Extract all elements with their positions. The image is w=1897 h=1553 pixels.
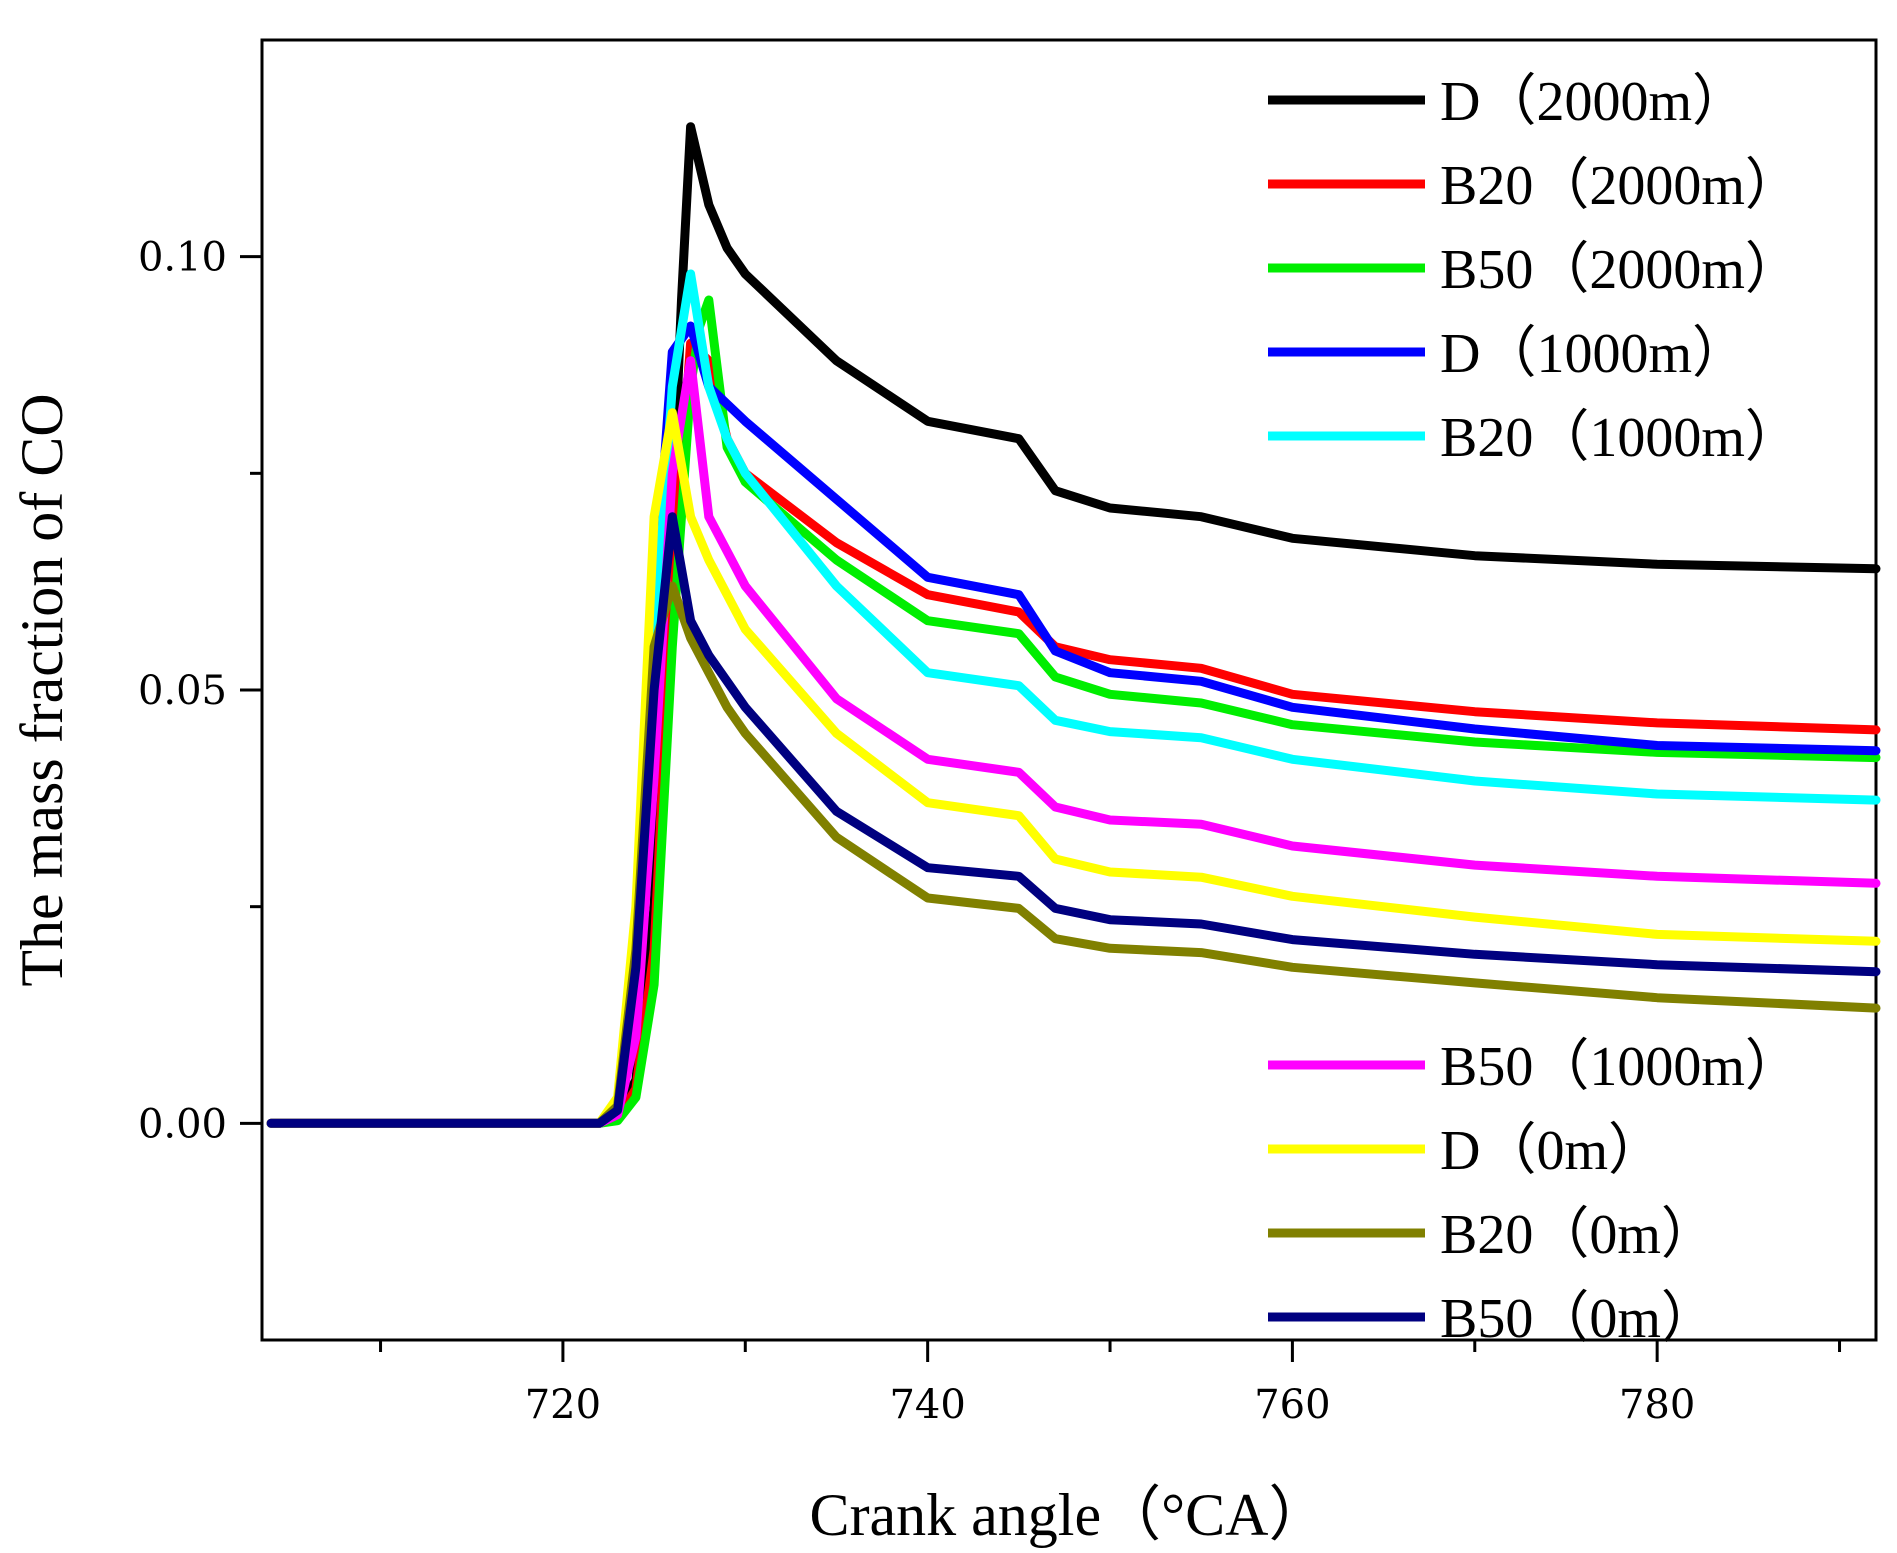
- series-line-2: [266, 295, 1881, 1128]
- series-line-8: [266, 512, 1881, 1128]
- ticks-layer: 720 740 760 780 0.00 0.05 0.10: [138, 235, 1842, 1428]
- legend-label-5: B50（1000m）: [1440, 1036, 1801, 1098]
- x-tick-label: 720: [525, 1382, 601, 1428]
- legend: D（2000m） B20（2000m） B50（2000m） D（1000m） B20（…: [1268, 71, 1801, 1350]
- legend-label-2: B50（2000m）: [1440, 239, 1801, 301]
- legend-label-1: B20（2000m）: [1440, 155, 1801, 217]
- series-line-6: [266, 408, 1881, 1128]
- x-tick-label: 740: [889, 1382, 965, 1428]
- legend-label-6: D（0m）: [1440, 1120, 1664, 1182]
- series-line-5: [266, 356, 1881, 1128]
- legend-label-0: D（2000m）: [1440, 71, 1748, 133]
- y-axis-title: The mass fraction of CO: [9, 393, 75, 986]
- y-tick-label: 0.05: [138, 668, 227, 714]
- legend-label-4: B20（1000m）: [1440, 407, 1801, 469]
- legend-label-8: B50（0m）: [1440, 1288, 1717, 1350]
- legend-label-7: B20（0m）: [1440, 1204, 1717, 1266]
- series-layer: [266, 122, 1881, 1128]
- x-axis-title: Crank angle（°CA）: [810, 1482, 1329, 1548]
- y-tick-label: 0.00: [138, 1101, 227, 1147]
- y-tick-label: 0.10: [138, 235, 227, 281]
- x-tick-label: 780: [1619, 1382, 1695, 1428]
- legend-label-3: D（1000m）: [1440, 323, 1748, 385]
- x-tick-label: 760: [1254, 1382, 1330, 1428]
